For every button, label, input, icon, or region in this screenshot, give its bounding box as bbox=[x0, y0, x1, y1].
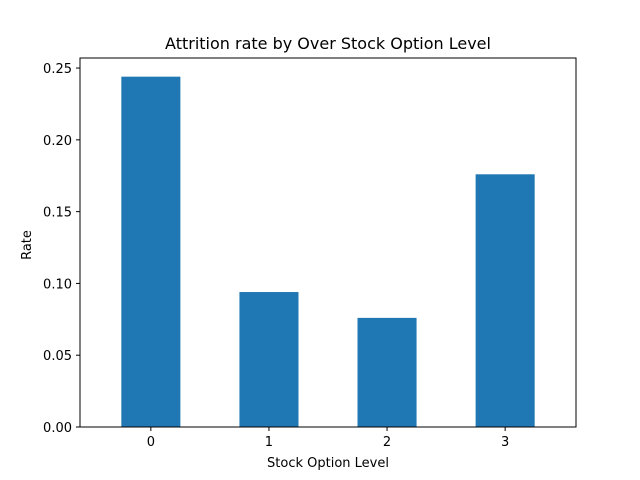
bar-2 bbox=[357, 317, 417, 427]
y-tick-label-0: 0.00 bbox=[43, 421, 72, 436]
x-axis-label: Stock Option Level bbox=[267, 456, 389, 471]
y-tick-label-5: 0.25 bbox=[43, 62, 72, 77]
bar-0 bbox=[121, 76, 181, 428]
y-tick-label-1: 0.05 bbox=[43, 349, 72, 364]
x-tick-label-2: 2 bbox=[383, 435, 391, 450]
y-tick-label-4: 0.20 bbox=[43, 134, 72, 149]
chart-title: Attrition rate by Over Stock Option Leve… bbox=[165, 34, 491, 53]
bar-1 bbox=[239, 292, 299, 427]
x-tick-label-1: 1 bbox=[265, 435, 273, 450]
x-tick-label-3: 3 bbox=[501, 435, 509, 450]
axes-frame bbox=[79, 57, 577, 428]
y-tick-label-3: 0.15 bbox=[43, 206, 72, 221]
plot-area: 0 1 2 3 0.00 0.05 0.10 0.15 0.20 0.25 bbox=[43, 57, 577, 450]
bar-3 bbox=[475, 174, 535, 427]
y-tick-label-2: 0.10 bbox=[43, 277, 72, 292]
y-axis-label: Rate bbox=[20, 230, 35, 260]
x-tick-label-0: 0 bbox=[147, 435, 155, 450]
